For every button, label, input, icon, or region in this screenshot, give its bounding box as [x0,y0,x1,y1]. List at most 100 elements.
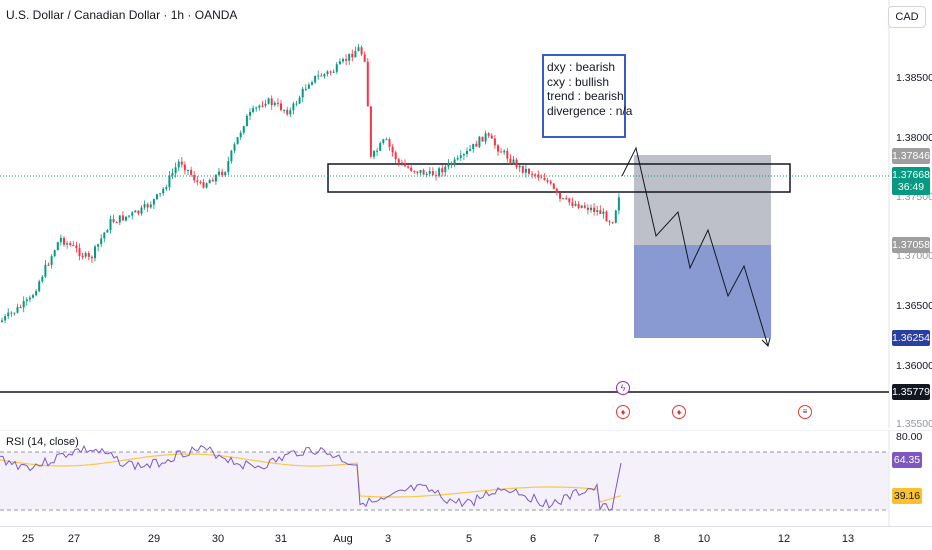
candle-body [614,210,617,223]
candle-body [574,203,577,206]
candle-body [63,237,65,245]
candle-body [146,204,149,208]
note-line: dxy : bearish [547,60,616,74]
candle-body [177,161,180,168]
candle-body [590,207,592,211]
candle-body [273,102,276,106]
candle-body [462,154,465,156]
candle-body [152,199,155,205]
candle-body [112,219,115,223]
candle-body [577,203,580,208]
resistance-zone-box[interactable] [327,163,791,193]
candle-body [78,248,81,257]
time-axis[interactable]: 25 27 29 30 31 Aug 3 5 6 7 8 10 12 13 [0,526,932,550]
price-pane[interactable]: U.S. Dollar / Canadian Dollar · 1h · OAN… [0,0,932,430]
candle-body [97,244,100,247]
time-axis-label: 6 [529,533,537,545]
rsi-pane[interactable]: RSI (14, close) 80.00 64.35 39.16 [0,430,932,526]
candle-body [450,163,453,165]
candle-body [19,307,22,309]
candle-body [162,188,165,194]
rsi-band [0,452,889,510]
candle-body [407,166,410,168]
candle-body [255,107,258,109]
candle-body [512,159,515,164]
candle-body [289,110,292,115]
candle-body [32,295,34,298]
candlesticks [1,44,620,323]
candle-body [261,105,264,107]
candle-body [292,103,295,111]
rsi-title[interactable]: RSI (14, close) [6,436,79,448]
rsi-ma-line [0,453,622,503]
canada-flag-icon[interactable]: ♦ [616,405,630,419]
analysis-note[interactable]: dxy : bearish cxy : bullish trend : bear… [542,54,632,138]
canada-flag-icon[interactable]: ♦ [672,405,686,419]
time-axis-label: 29 [147,533,161,545]
rsi-axis-label: 80.00 [896,431,923,443]
candle-body [552,183,555,189]
lightning-icon[interactable]: ϟ [616,381,630,395]
candle-body [128,215,131,217]
candle-body [301,88,304,98]
candle-body [466,150,468,155]
candle-body [475,143,478,147]
candle-body [137,210,140,214]
candle-body [555,188,558,193]
projection-path[interactable] [621,146,769,347]
price-chart[interactable] [0,0,932,428]
candle-body [72,245,75,247]
candle-body [431,171,434,176]
candle-body [205,183,208,188]
time-axis-label: 7 [592,533,600,545]
candle-body [50,256,53,265]
candle-body [125,216,127,221]
entry-price-tag: 1.37058 [892,237,930,253]
candle-body [345,59,348,61]
rsi-chart[interactable] [0,430,932,526]
price-axis-label: 1.36000 [896,360,932,372]
candle-body [373,151,375,157]
candle-body [506,150,509,159]
stop-loss-zone[interactable] [634,155,771,245]
candle-body [419,170,422,173]
candle-body [543,178,546,181]
candle-body [571,202,574,206]
take-profit-zone[interactable] [634,245,771,338]
candle-body [385,139,388,141]
candle-body [183,164,186,171]
candle-body [379,143,382,151]
candle-body [416,171,419,173]
currency-button[interactable]: CAD [888,6,926,28]
candle-body [218,171,220,175]
candle-body [270,98,273,106]
candle-body [100,238,103,245]
candle-body [47,264,50,266]
top-zone-price-tag: 1.37846 [892,148,930,164]
current-price-value: 1.37668 [892,169,930,181]
candle-body [326,71,329,74]
time-axis-label: 27 [67,533,81,545]
symbol-title[interactable]: U.S. Dollar / Canadian Dollar · 1h · OAN… [6,8,238,22]
candle-body [487,133,490,136]
candle-body [586,207,589,211]
candle-body [329,71,332,73]
candle-body [438,168,441,176]
candle-body [41,276,44,282]
candle-body [307,84,310,89]
candle-body [165,187,168,189]
candle-body [44,264,47,277]
candle-body [22,301,25,308]
candle-body [109,219,112,231]
candle-body [84,253,87,257]
us-flag-icon[interactable]: ≡ [798,405,812,419]
candle-body [221,171,224,176]
candle-body [115,222,118,224]
candle-body [428,171,431,174]
candle-body [118,215,121,223]
candle-body [245,115,248,127]
rsi-line [0,444,622,512]
candle-body [549,181,552,184]
candle-body [559,192,561,199]
candle-body [568,198,571,203]
